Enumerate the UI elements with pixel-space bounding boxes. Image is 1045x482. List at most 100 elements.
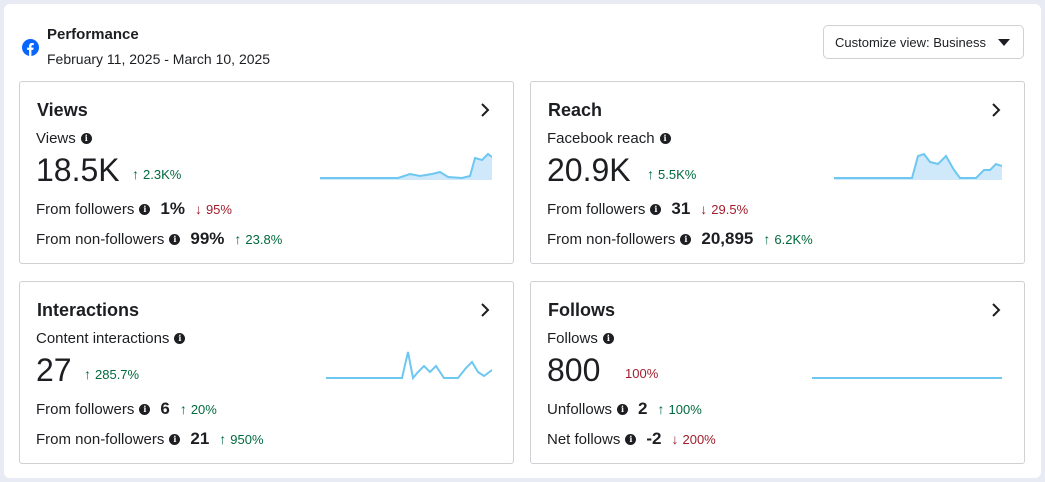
arrow-up-icon: ↑ bbox=[234, 231, 242, 247]
row-change: ↓ 29.5% bbox=[700, 201, 748, 217]
metric-label-text: Views bbox=[36, 130, 76, 147]
row-label: From non-followers bbox=[36, 430, 165, 448]
metric-change-text: 100% bbox=[625, 366, 659, 381]
interactions-sparkline bbox=[326, 351, 492, 380]
metric-value: 27 bbox=[36, 352, 72, 388]
row-change-text: 950% bbox=[230, 431, 264, 447]
arrow-down-icon: ↓ bbox=[671, 431, 679, 447]
chevron-right-icon[interactable] bbox=[986, 100, 1006, 120]
info-icon[interactable]: i bbox=[659, 133, 671, 144]
row-change-text: 100% bbox=[668, 401, 702, 417]
row-change-text: 6.2K% bbox=[774, 231, 813, 247]
breakdown-row: From non-followers i 21 ↑ 950% bbox=[36, 429, 264, 449]
date-range: February 11, 2025 - March 10, 2025 bbox=[47, 51, 271, 67]
row-change: ↓ 200% bbox=[671, 431, 715, 447]
metric-value: 18.5K bbox=[36, 152, 120, 188]
metric-value: 800 bbox=[547, 352, 601, 388]
card-title: Follows bbox=[548, 300, 615, 320]
row-change: ↑ 20% bbox=[180, 401, 217, 417]
row-value: -2 bbox=[646, 429, 662, 448]
info-icon[interactable]: i bbox=[617, 403, 629, 415]
arrow-up-icon: ↑ bbox=[219, 431, 227, 447]
arrow-up-icon: ↑ bbox=[84, 366, 91, 382]
breakdown-row: From followers i 1% ↓ 95% bbox=[36, 199, 232, 219]
metric-change: ↑ 5.5K% bbox=[647, 166, 696, 182]
row-label: From followers bbox=[547, 200, 646, 218]
views-sparkline bbox=[320, 152, 492, 180]
arrow-up-icon: ↑ bbox=[179, 401, 187, 417]
page-title: Performance bbox=[47, 26, 139, 43]
row-change: ↑ 6.2K% bbox=[763, 231, 812, 247]
card-title: Views bbox=[37, 100, 88, 120]
views-card[interactable]: Views Views i 18.5K ↑ 2.3K% From followers… bbox=[19, 81, 514, 264]
row-change: ↓ 95% bbox=[195, 201, 232, 217]
chevron-right-icon[interactable] bbox=[986, 300, 1006, 320]
info-icon[interactable]: i bbox=[602, 333, 614, 344]
metric-change: ↑ 2.3K% bbox=[132, 166, 181, 182]
arrow-up-icon: ↑ bbox=[647, 166, 654, 182]
row-change: ↑ 950% bbox=[219, 431, 263, 447]
arrow-up-icon: ↑ bbox=[132, 166, 139, 182]
row-change-text: 23.8% bbox=[245, 231, 283, 247]
info-icon[interactable]: i bbox=[650, 203, 662, 215]
arrow-up-icon: ↑ bbox=[657, 401, 665, 417]
arrow-down-icon: ↓ bbox=[194, 201, 202, 217]
reach-sparkline bbox=[834, 152, 1002, 180]
info-icon[interactable]: i bbox=[139, 203, 151, 215]
facebook-icon bbox=[22, 39, 39, 56]
row-value: 1% bbox=[160, 199, 185, 218]
row-change-text: 95% bbox=[205, 201, 232, 217]
info-icon[interactable]: i bbox=[139, 403, 151, 415]
info-icon[interactable]: i bbox=[169, 233, 181, 245]
info-icon[interactable]: i bbox=[169, 433, 181, 445]
interactions-card[interactable]: Interactions Content interactions i 27 ↑ 2… bbox=[19, 281, 514, 464]
row-label: Unfollows bbox=[547, 400, 613, 418]
row-change: ↑ 100% bbox=[658, 401, 702, 417]
arrow-down-icon: ↓ bbox=[700, 201, 708, 217]
breakdown-row: From non-followers i 99% ↑ 23.8% bbox=[36, 229, 282, 249]
row-value: 21 bbox=[190, 429, 210, 448]
metric-change-text: 5.5K% bbox=[658, 166, 697, 182]
breakdown-row: From followers i 31 ↓ 29.5% bbox=[547, 199, 748, 219]
metric-change-text: 2.3K% bbox=[143, 166, 182, 182]
chevron-right-icon[interactable] bbox=[475, 300, 495, 320]
row-change-text: 20% bbox=[190, 401, 217, 417]
row-change-text: 200% bbox=[682, 431, 716, 447]
caret-down-icon bbox=[998, 39, 1010, 46]
metric-label-text: Content interactions bbox=[36, 330, 170, 347]
row-label: From non-followers bbox=[36, 230, 165, 248]
metric-label: Content interactions i bbox=[36, 330, 186, 347]
metric-value: 20.9K bbox=[547, 152, 631, 188]
metric-label-text: Facebook reach bbox=[547, 130, 655, 147]
info-icon[interactable]: i bbox=[80, 133, 92, 144]
customize-view-label: Customize view: Business bbox=[835, 34, 986, 50]
row-value: 99% bbox=[190, 229, 225, 248]
metric-change: 100% bbox=[625, 366, 658, 381]
breakdown-row: From followers i 6 ↑ 20% bbox=[36, 399, 217, 419]
metric-label-text: Follows bbox=[547, 330, 598, 347]
row-value: 2 bbox=[638, 399, 648, 418]
card-title: Reach bbox=[548, 100, 603, 120]
info-icon[interactable]: i bbox=[625, 433, 637, 445]
chevron-right-icon[interactable] bbox=[475, 100, 495, 120]
info-icon[interactable]: i bbox=[174, 333, 186, 344]
row-label: From followers bbox=[36, 200, 135, 218]
reach-card[interactable]: Reach Facebook reach i 20.9K ↑ 5.5K% From … bbox=[530, 81, 1025, 264]
row-value: 20,895 bbox=[701, 229, 754, 248]
metric-label: Follows i bbox=[547, 330, 614, 347]
metric-label: Views i bbox=[36, 130, 92, 147]
row-value: 31 bbox=[671, 199, 691, 218]
metric-change-text: 285.7% bbox=[95, 366, 140, 382]
follows-sparkline bbox=[812, 377, 1002, 379]
breakdown-row: From non-followers i 20,895 ↑ 6.2K% bbox=[547, 229, 813, 249]
follows-card[interactable]: Follows Follows i 800 100% Unfollows i 2 ↑… bbox=[530, 281, 1025, 464]
info-icon[interactable]: i bbox=[680, 233, 692, 245]
breakdown-row: Unfollows i 2 ↑ 100% bbox=[547, 399, 702, 419]
row-value: 6 bbox=[160, 399, 170, 418]
row-label: From non-followers bbox=[547, 230, 676, 248]
metric-label: Facebook reach i bbox=[547, 130, 671, 147]
card-title: Interactions bbox=[37, 300, 140, 320]
customize-view-dropdown[interactable]: Customize view: Business bbox=[823, 25, 1024, 59]
metric-change: ↑ 285.7% bbox=[84, 366, 139, 382]
row-change: ↑ 23.8% bbox=[234, 231, 282, 247]
